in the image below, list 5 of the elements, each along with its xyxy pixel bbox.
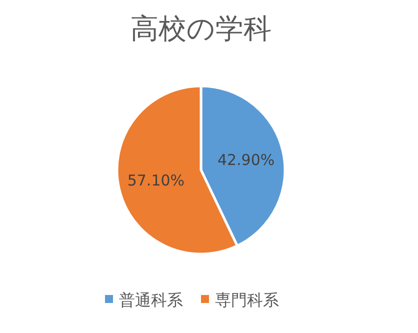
legend-label: 普通科系 — [119, 290, 183, 310]
chart-title: 高校の学科 — [130, 12, 272, 45]
data-label: 57.10% — [127, 171, 185, 190]
data-label: 42.90% — [217, 151, 275, 170]
legend-label: 専門科系 — [215, 290, 279, 310]
